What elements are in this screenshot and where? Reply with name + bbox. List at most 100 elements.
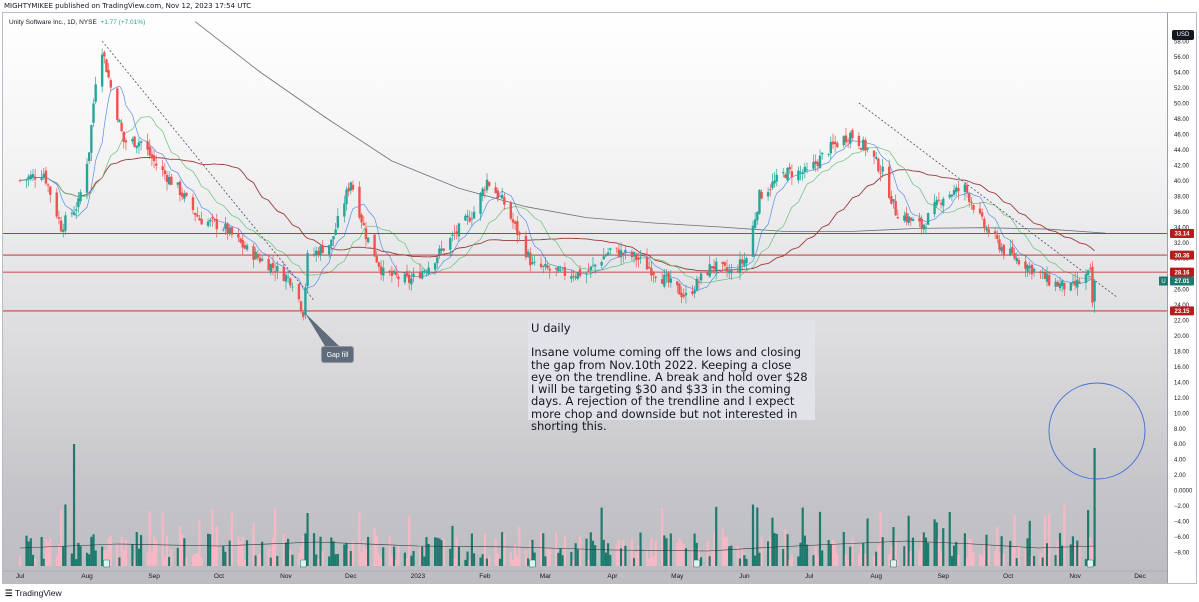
volume-bar [358,511,361,566]
volume-bar [75,559,78,566]
volume-bar [90,536,93,566]
volume-bar [721,528,724,566]
volume-bar [103,550,106,566]
candle-body [85,163,89,193]
candle-body [993,231,997,234]
candle-body [639,256,642,258]
candle-body [864,140,867,151]
candle-body [1002,244,1005,255]
candle-body [766,192,770,197]
candle-body [271,263,275,268]
y-tick-label: 50.00 [1174,101,1190,107]
candle-body [498,195,502,197]
volume-bar [890,545,893,566]
volume-bar [267,547,270,566]
volume-bar [276,555,279,566]
volume-bar [851,539,854,566]
candle-body [736,271,740,273]
volume-bar [844,554,848,566]
volume-bar [297,553,301,566]
volume-bar [803,535,806,566]
y-tick-label: 12.00 [1174,396,1190,402]
candle-body [827,154,830,156]
volume-bar [939,550,943,566]
candle-body [44,170,48,184]
volume-bar [981,556,984,566]
volume-bar [18,555,22,566]
volume-bar [302,536,305,566]
candle-body [721,261,724,264]
volume-bar [639,532,642,566]
volume-bar [730,545,733,566]
candle-body [531,262,534,264]
candle-body [963,184,967,192]
candle-body [150,154,154,159]
candle-body [319,245,322,255]
candle-body [485,179,489,191]
volume-bar [434,537,437,566]
candle-body [260,258,264,261]
volume-bar [604,552,608,566]
candle-body [483,189,487,191]
candle-body [872,150,876,157]
candle-body [875,156,878,159]
candle-body [198,218,201,221]
volume-bar [866,518,869,566]
candle-body [105,59,108,73]
price-axis[interactable] [1167,13,1196,583]
volume-bar [935,522,938,566]
candle-body [684,292,688,296]
candle-body [213,219,216,221]
publisher-text: MIGHTYMIKEE published on TradingView.com… [4,2,252,10]
volume-bar [847,559,850,566]
volume-bar [1000,536,1003,566]
y-tick-label: 22.00 [1174,318,1190,324]
chart-frame[interactable]: Unity Software Inc., 1D, NYSE +1.77 (+7.… [2,12,1197,584]
candle-body [816,162,820,167]
ma-9-line [19,85,1095,292]
volume-bar [576,549,579,566]
candle-body [366,237,370,243]
volume-bar [498,558,502,566]
candle-body [420,271,424,279]
currency-label[interactable]: USD [1172,30,1194,40]
volume-bar [607,543,610,566]
candle-body [591,264,595,266]
volume-bar [509,552,512,566]
volume-bar [379,556,383,566]
candle-body [116,88,119,120]
candle-body [654,276,657,279]
volume-bar [645,549,649,566]
candle-body [1089,268,1092,269]
price-chart[interactable]: 58.00 56.00 54.00 52.00 50.00 48.00 46.00 44.00… [3,13,1197,583]
volume-bar [88,554,91,566]
volume-bar [652,556,655,566]
candle-body [922,224,925,230]
note-body: Insane volume coming off the lows and cl… [531,345,808,434]
volume-bar [485,558,489,566]
candle-body [896,217,900,219]
candle-body [395,272,398,276]
volume-bar [1043,516,1046,566]
volume-bar [905,546,908,566]
candle-body [712,266,716,270]
candle-body [109,80,113,88]
candle-body [1030,264,1034,275]
candle-body [1041,272,1044,274]
volume-bar [632,558,636,566]
candle-body [33,176,37,180]
candle-body [379,266,383,275]
volume-bar [135,532,138,566]
volume-bar [328,556,331,566]
volume-bar [758,552,761,566]
volume-bar [712,532,716,566]
candle-body [753,219,757,228]
candle-body [678,283,681,295]
volume-bar [691,548,694,566]
volume-bar [544,556,547,566]
volume-bar [637,545,640,566]
volume-bar [412,551,415,566]
candle-body [803,166,807,173]
volume-bar [1041,557,1044,566]
volume-bar [49,538,52,566]
